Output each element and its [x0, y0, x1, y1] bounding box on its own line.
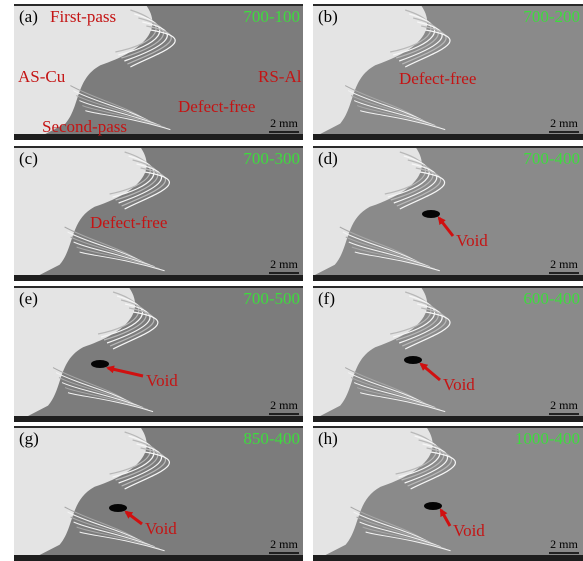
- page: (a)700-100First-passAS-CuRS-AlDefect-fre…: [0, 0, 583, 561]
- panel: (g) 850-400 Void 2 mm: [14, 426, 303, 561]
- panel: (a) 700-100 First-pass AS-Cu RS-AlDefect-fre…: [14, 4, 303, 140]
- scale-label: 2 mm: [270, 537, 298, 551]
- annotation: Defect-free: [178, 97, 255, 116]
- panel-label: (b): [318, 7, 338, 26]
- condition-label: 600-400: [523, 289, 580, 308]
- condition-label: 700-400: [523, 149, 580, 168]
- scale-label: 2 mm: [550, 257, 578, 271]
- annotation: AS-Cu: [18, 67, 66, 86]
- top-edge: [313, 286, 583, 288]
- annotation: Void: [453, 521, 485, 540]
- void: [109, 504, 127, 512]
- panel-label: (d): [318, 149, 338, 168]
- scale-label: 2 mm: [270, 116, 298, 130]
- scale-label: 2 mm: [550, 537, 578, 551]
- figure: (a)700-100First-passAS-CuRS-AlDefect-fre…: [0, 0, 583, 561]
- bottom-edge: [14, 555, 303, 561]
- panel-label: (g): [19, 429, 39, 448]
- scale-label: 2 mm: [550, 398, 578, 412]
- scale-label: 2 mm: [270, 257, 298, 271]
- panel-label: (e): [19, 289, 38, 308]
- top-edge: [14, 146, 303, 148]
- top-edge: [14, 286, 303, 288]
- bottom-edge: [313, 134, 583, 140]
- annotation: First-pass: [50, 7, 116, 26]
- panel-label: (f): [318, 289, 335, 308]
- panel: (e) 700-500 Void 2 mm: [14, 286, 303, 422]
- condition-label: 700-500: [243, 289, 300, 308]
- void: [404, 356, 422, 364]
- annotation: Void: [145, 519, 177, 538]
- top-edge: [14, 426, 303, 428]
- bottom-edge: [14, 416, 303, 422]
- panel: (b) 700-200 Defect-free 2 mm: [313, 4, 583, 140]
- panel-label: (h): [318, 429, 338, 448]
- annotation: Second-pass: [42, 117, 127, 136]
- condition-label: 1000-400: [515, 429, 580, 448]
- void: [91, 360, 109, 368]
- top-edge: [313, 146, 583, 148]
- top-edge: [313, 4, 583, 6]
- panel: (d) 700-400 Void 2 mm: [313, 146, 583, 281]
- panel: (h) 1000-400 Void 2 mm: [313, 426, 583, 561]
- bottom-edge: [14, 275, 303, 281]
- annotation: Void: [456, 231, 488, 250]
- annotation: Void: [146, 371, 178, 390]
- top-edge: [313, 426, 583, 428]
- panel-label: (c): [19, 149, 38, 168]
- annotation: RS-Al: [258, 67, 302, 86]
- condition-label: 850-400: [243, 429, 300, 448]
- void: [424, 502, 442, 510]
- scale-label: 2 mm: [550, 116, 578, 130]
- void: [422, 210, 440, 218]
- panel: (f) 600-400 Void 2 mm: [313, 286, 583, 422]
- scale-label: 2 mm: [270, 398, 298, 412]
- panel-label: (a): [19, 7, 38, 26]
- top-edge: [14, 4, 303, 6]
- condition-label: 700-100: [243, 7, 300, 26]
- panel: (c) 700-300 Defect-free 2 mm: [14, 146, 303, 281]
- bottom-edge: [313, 275, 583, 281]
- condition-label: 700-300: [243, 149, 300, 168]
- annotation: Defect-free: [399, 69, 476, 88]
- annotation: Defect-free: [90, 213, 167, 232]
- annotation: Void: [443, 375, 475, 394]
- bottom-edge: [313, 416, 583, 422]
- condition-label: 700-200: [523, 7, 580, 26]
- bottom-edge: [313, 555, 583, 561]
